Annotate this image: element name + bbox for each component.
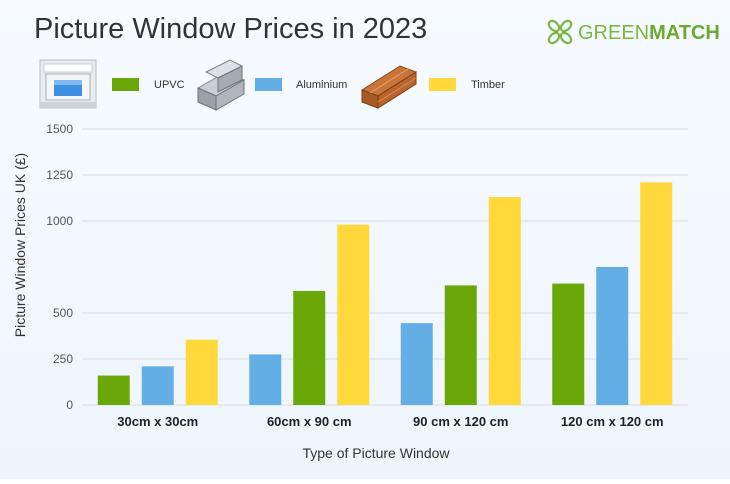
bar-aluminium-2 <box>249 354 282 405</box>
bar-timber-4 <box>640 182 673 405</box>
x-category-label: 90 cm x 120 cm <box>413 414 508 429</box>
legend-swatch-timber <box>429 78 456 91</box>
bar-upvc-1 <box>97 375 130 405</box>
x-category-label: 60cm x 90 cm <box>267 414 352 429</box>
x-category-label: 30cm x 30cm <box>117 414 198 429</box>
bar-timber-1 <box>185 339 218 405</box>
bar-upvc-4 <box>552 283 585 405</box>
aluminium-profile-icon <box>196 59 246 111</box>
y-tick-label: 250 <box>53 352 73 366</box>
bar-timber-3 <box>488 197 521 405</box>
bar-upvc-3 <box>444 285 477 405</box>
y-axis-ticks: 0 250 500 1000 1250 1500 <box>46 122 73 412</box>
legend-label-aluminium: Aluminium <box>296 79 347 91</box>
bar-aluminium-3 <box>400 323 433 405</box>
upvc-window-icon <box>39 59 97 109</box>
legend-label-upvc: UPVC <box>154 79 185 91</box>
clover-logo-icon <box>547 19 573 45</box>
y-tick-label: 1250 <box>46 168 73 182</box>
brand-logo-text: GREENMATCH <box>578 22 720 44</box>
y-axis-title: Picture Window Prices UK (£) <box>12 153 28 337</box>
legend-label-timber: Timber <box>471 79 505 91</box>
bar-timber-2 <box>337 224 370 405</box>
bar-upvc-2 <box>293 290 326 405</box>
bars <box>97 182 673 405</box>
x-axis-title: Type of Picture Window <box>302 445 450 461</box>
chart-title: Picture Window Prices in 2023 <box>34 13 427 45</box>
bar-aluminium-1 <box>141 366 174 405</box>
x-axis-categories: 30cm x 30cm 60cm x 90 cm 90 cm x 120 cm 120… <box>117 414 663 429</box>
y-tick-label: 500 <box>53 306 73 320</box>
brand-name-part1: GREEN <box>578 22 649 44</box>
legend-swatch-aluminium <box>255 78 282 91</box>
brand-name-part2: MATCH <box>649 22 720 44</box>
y-tick-label: 1500 <box>46 122 73 136</box>
timber-planks-icon <box>360 65 418 109</box>
y-tick-label: 0 <box>66 398 73 412</box>
y-tick-label: 1000 <box>46 214 73 228</box>
legend-swatch-upvc <box>112 78 139 91</box>
gridlines <box>82 128 688 406</box>
x-category-label: 120 cm x 120 cm <box>561 414 664 429</box>
bar-aluminium-4 <box>596 267 629 405</box>
